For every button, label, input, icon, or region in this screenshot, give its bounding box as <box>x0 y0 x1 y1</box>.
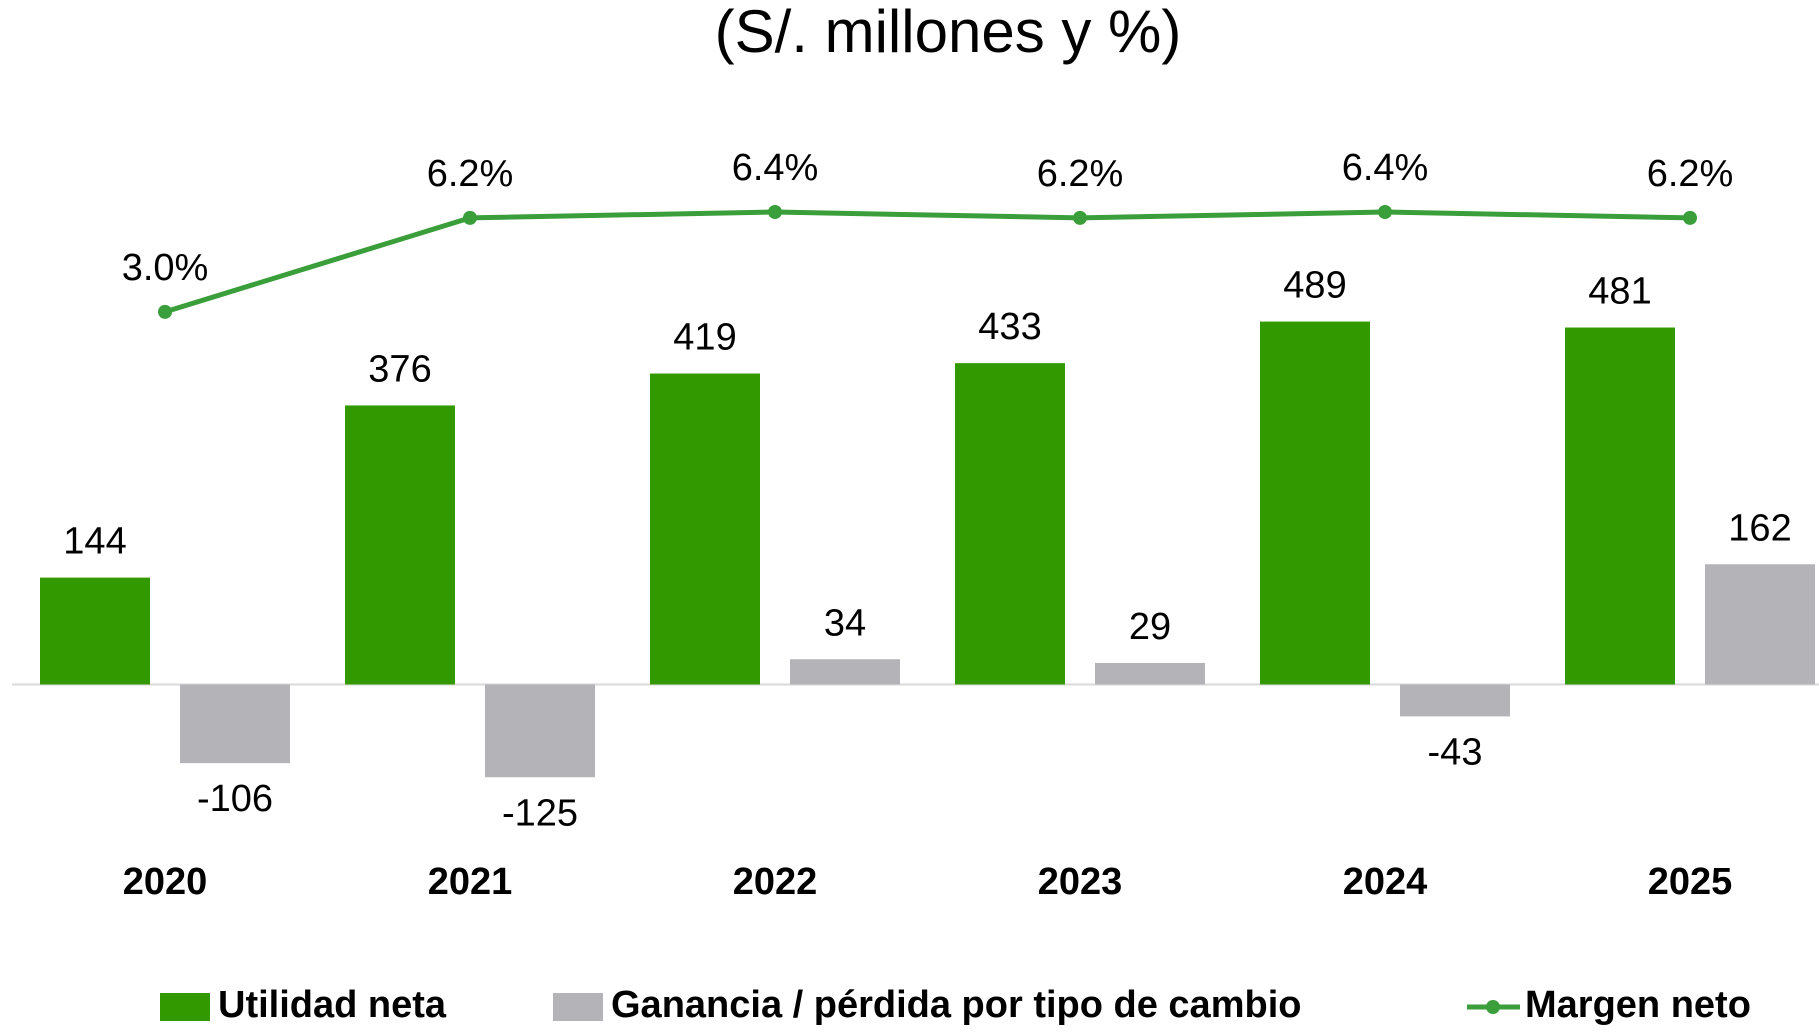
chart-title: (S/. millones y %) <box>715 0 1182 65</box>
data-label: 6.2% <box>1647 153 1734 195</box>
bar <box>955 363 1065 685</box>
data-label: 34 <box>824 602 866 644</box>
x-tick-label: 2022 <box>733 861 818 903</box>
bar <box>650 373 760 685</box>
legend-label: Utilidad neta <box>218 984 447 1026</box>
line-marker <box>1073 210 1087 225</box>
data-label: 376 <box>368 348 431 390</box>
data-label: 481 <box>1588 271 1651 313</box>
data-label: 433 <box>978 306 1041 348</box>
bar <box>790 659 900 685</box>
data-label: 6.2% <box>1037 153 1124 195</box>
data-label: 419 <box>673 317 736 359</box>
x-tick-label: 2021 <box>428 861 513 903</box>
data-label: -106 <box>197 778 273 820</box>
bar <box>1095 662 1205 685</box>
data-label: -43 <box>1428 731 1483 773</box>
data-label: 144 <box>63 521 126 563</box>
legend-swatch <box>553 993 603 1021</box>
legend-swatch-marker <box>1486 1000 1500 1014</box>
line-marker <box>1378 205 1392 219</box>
bar <box>40 577 150 685</box>
bar <box>1400 684 1510 717</box>
data-label: 6.4% <box>732 147 819 189</box>
legend-label: Margen neto <box>1525 984 1751 1026</box>
bar <box>1705 564 1815 685</box>
data-label: 489 <box>1283 265 1346 307</box>
bar <box>1260 321 1370 685</box>
bar <box>1565 327 1675 685</box>
bar <box>180 684 290 764</box>
line-marker <box>1683 210 1697 225</box>
data-label: 29 <box>1129 606 1171 648</box>
line <box>164 209 1691 315</box>
line-marker <box>463 210 477 225</box>
legend-label: Ganancia / pérdida por tipo de cambio <box>611 984 1301 1026</box>
legend-swatch <box>160 993 210 1021</box>
data-label: -125 <box>502 792 578 834</box>
data-label: 6.4% <box>1342 147 1429 189</box>
data-label: 6.2% <box>427 153 514 195</box>
line-marker <box>768 205 782 219</box>
data-label: 3.0% <box>122 247 209 289</box>
x-tick-label: 2024 <box>1343 861 1428 903</box>
line-marker <box>158 304 172 319</box>
x-tick-label: 2023 <box>1038 861 1123 903</box>
x-tick-label: 2025 <box>1648 861 1733 903</box>
data-label: 162 <box>1728 507 1791 549</box>
x-tick-label: 2020 <box>123 861 208 903</box>
bar <box>485 684 595 778</box>
bar <box>345 405 455 685</box>
